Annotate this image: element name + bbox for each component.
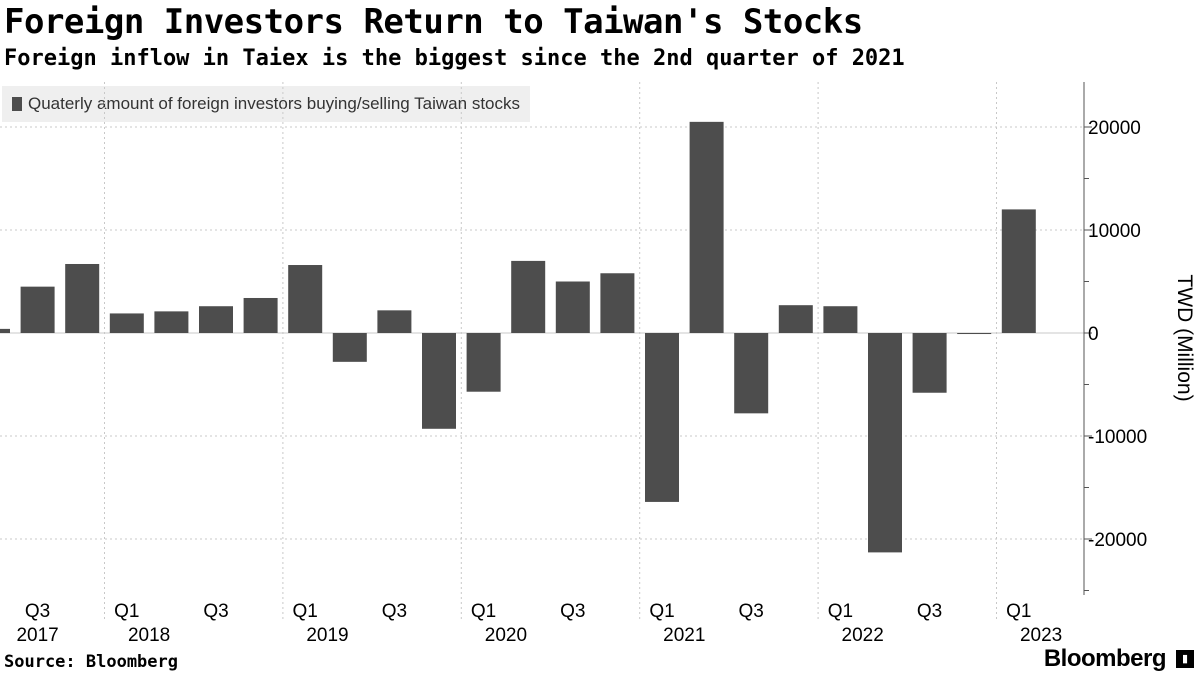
bar-Q3-2019 — [377, 310, 412, 333]
bar-Q1-2021 — [645, 333, 679, 502]
x-quarter-label: Q1 — [471, 601, 496, 622]
chart-title: Foreign Investors Return to Taiwan's Sto… — [4, 2, 863, 42]
x-year-label: 2020 — [485, 625, 527, 646]
x-quarter-label: Q3 — [25, 601, 50, 622]
bar-Q2-2017 — [0, 328, 10, 333]
x-quarter-label: Q3 — [560, 601, 585, 622]
bar-Q2-2019 — [332, 333, 367, 362]
bar-Q1-2018 — [109, 313, 144, 333]
axis-layer: 20000 10000 0 -10000 -20000 Q3 2017 Q1 2018 Q3 Q1 2… — [16, 82, 1147, 646]
x-quarter-label: Q1 — [293, 601, 318, 622]
bar-Q3-2022 — [912, 333, 947, 393]
bar-Q2-2018 — [154, 311, 189, 333]
x-year-label: 2023 — [1020, 625, 1062, 646]
bar-Q4-2018 — [243, 297, 278, 333]
bar-Q1-2019 — [288, 265, 323, 333]
x-quarter-label: Q3 — [382, 601, 407, 622]
brand-logo: Bloomberg — [1043, 645, 1167, 672]
x-quarter-label: Q1 — [828, 601, 853, 622]
x-year-label: 2017 — [16, 625, 58, 646]
x-year-label: 2022 — [842, 625, 884, 646]
legend-label: Quaterly amount of foreign investors buy… — [28, 94, 520, 113]
x-year-label: 2018 — [128, 625, 170, 646]
bar-Q1-2023 — [1001, 209, 1036, 333]
bar-Q2-2021 — [689, 121, 724, 333]
bar-Q2-2022 — [868, 333, 902, 553]
x-quarter-label: Q3 — [917, 601, 942, 622]
y-tick-label: 0 — [1088, 324, 1099, 345]
x-quarter-label: Q1 — [649, 601, 674, 622]
bar-Q3-2021 — [734, 333, 769, 414]
y-tick-label: -20000 — [1088, 530, 1147, 551]
x-quarter-label: Q3 — [739, 601, 764, 622]
bar-Q3-2017 — [20, 286, 55, 333]
bar-Q1-2020 — [466, 333, 501, 392]
y-tick-label: -10000 — [1088, 427, 1147, 448]
x-quarter-label: Q1 — [1006, 601, 1031, 622]
legend: Quaterly amount of foreign investors buy… — [2, 86, 530, 122]
legend-swatch — [12, 97, 22, 111]
bloomberg-icon: ▮ — [1176, 650, 1194, 668]
x-year-label: 2019 — [306, 625, 348, 646]
bar-Q4-2017 — [65, 263, 100, 333]
chart-subtitle: Foreign inflow in Taiex is the biggest s… — [4, 46, 905, 71]
bar-Q3-2018 — [199, 306, 233, 333]
bar-layer — [0, 121, 1036, 553]
bar-Q2-2020 — [511, 260, 546, 333]
source-note: Source: Bloomberg — [4, 652, 178, 672]
bar-Q4-2020 — [600, 273, 635, 333]
y-axis-title: TWD (Million) — [1173, 274, 1196, 401]
bar-Q1-2022 — [823, 306, 858, 333]
y-tick-label: 20000 — [1088, 118, 1141, 139]
x-quarter-label: Q3 — [203, 601, 228, 622]
bar-Q4-2021 — [778, 305, 813, 333]
y-tick-label: 10000 — [1088, 221, 1141, 242]
bar-Q4-2019 — [422, 333, 456, 429]
x-quarter-label: Q1 — [114, 601, 139, 622]
bar-Q3-2020 — [555, 281, 590, 333]
bar-Q4-2022 — [957, 333, 992, 335]
x-year-label: 2021 — [663, 625, 705, 646]
